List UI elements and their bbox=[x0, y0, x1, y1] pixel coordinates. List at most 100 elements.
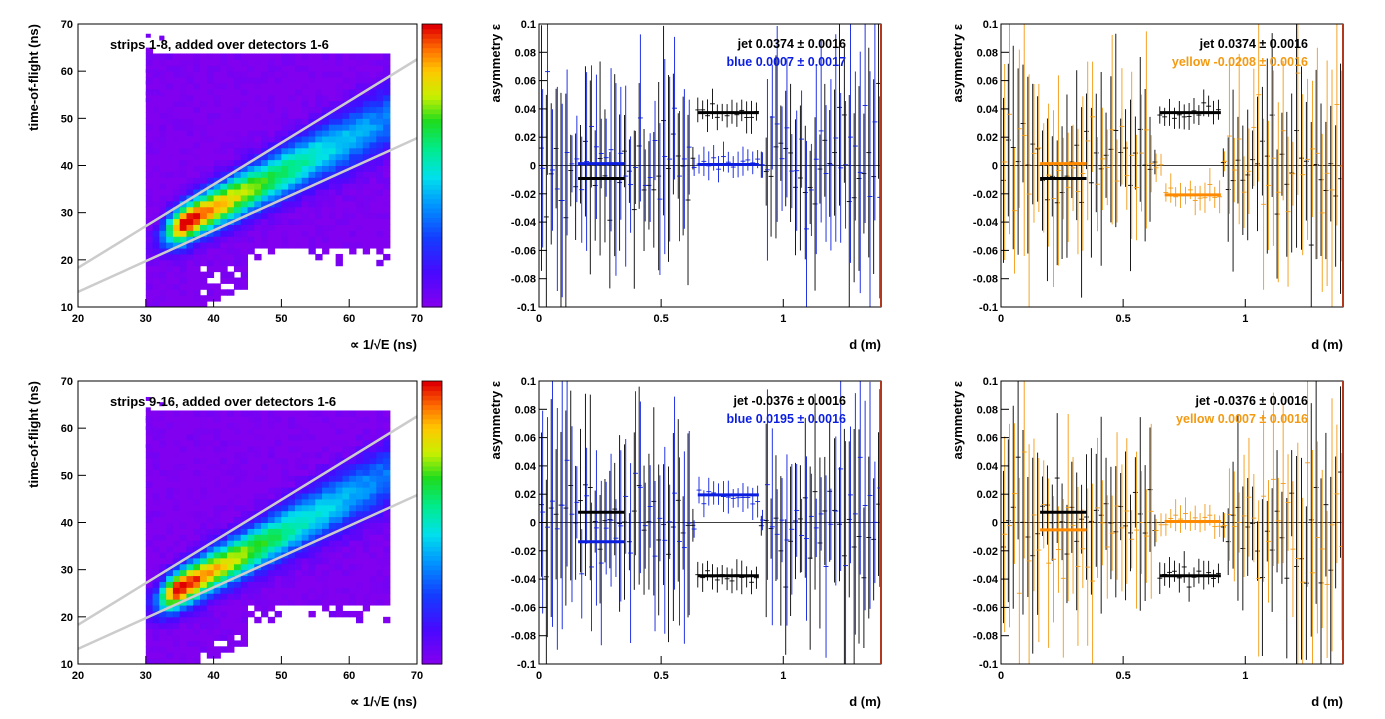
colorbar-step bbox=[422, 442, 442, 448]
heatmap-cell bbox=[159, 271, 167, 279]
heatmap-cell bbox=[145, 493, 154, 500]
heatmap-cell bbox=[186, 605, 194, 612]
heatmap-cell bbox=[254, 516, 262, 523]
heatmap-cell bbox=[308, 451, 316, 459]
heatmap-cell bbox=[152, 516, 160, 523]
heatmap-cell bbox=[281, 141, 289, 149]
heatmap-cell bbox=[152, 634, 160, 641]
colorbar-step bbox=[422, 635, 442, 642]
heatmap-cell bbox=[166, 652, 174, 659]
heatmap-cell bbox=[159, 640, 167, 647]
heatmap-cell bbox=[267, 516, 276, 523]
heatmap-cell bbox=[240, 224, 248, 231]
heatmap-cell bbox=[281, 451, 289, 459]
heatmap-cell bbox=[159, 540, 167, 547]
heatmap-cell bbox=[227, 569, 235, 577]
heatmap-cell bbox=[166, 253, 174, 261]
heatmap-cell bbox=[315, 106, 323, 113]
heatmap-cell bbox=[145, 80, 151, 85]
heatmap-cell bbox=[254, 422, 262, 429]
heatmap-cell bbox=[335, 106, 343, 113]
heatmap-cell bbox=[233, 177, 242, 184]
heatmap-cell bbox=[308, 159, 316, 166]
heatmap-cell bbox=[288, 522, 296, 529]
heatmap-cell bbox=[247, 428, 255, 435]
heatmap-cell bbox=[240, 528, 248, 535]
heatmap-cell bbox=[383, 230, 391, 237]
heatmap-cell bbox=[233, 445, 242, 453]
heatmap-cell bbox=[220, 546, 228, 553]
heatmap-cell bbox=[254, 59, 262, 66]
heatmap-cell bbox=[213, 605, 221, 612]
heatmap-cell bbox=[376, 428, 384, 435]
heatmap-cell bbox=[213, 136, 221, 143]
heatmap-cell bbox=[152, 540, 160, 547]
heatmap-cell bbox=[274, 575, 282, 582]
heatmap-cell bbox=[335, 439, 343, 447]
heatmap-cell bbox=[254, 498, 262, 506]
heatmap-cell bbox=[335, 522, 343, 529]
colorbar bbox=[421, 380, 443, 665]
heatmap-cell bbox=[267, 59, 276, 66]
colorbar-step bbox=[422, 212, 442, 218]
heatmap-cell bbox=[166, 434, 174, 441]
heatmap-cell bbox=[383, 469, 391, 476]
heatmap-cell bbox=[281, 230, 289, 237]
heatmap-cell bbox=[186, 283, 194, 290]
heatmap-cell bbox=[200, 153, 208, 161]
heatmap-cell bbox=[369, 434, 377, 441]
heatmap-cell bbox=[166, 230, 174, 237]
heatmap-cell bbox=[166, 575, 174, 582]
heatmap-cell bbox=[322, 189, 330, 196]
heatmap-cell bbox=[288, 434, 296, 441]
colorbar-step bbox=[422, 146, 442, 152]
heatmap-cell bbox=[145, 534, 154, 541]
heatmap-cell bbox=[152, 498, 160, 506]
heatmap-cell bbox=[308, 94, 316, 102]
heatmap-cell bbox=[328, 475, 337, 482]
heatmap-cell bbox=[206, 206, 215, 214]
colorbar-step bbox=[422, 593, 442, 599]
heatmap-cell bbox=[267, 141, 276, 149]
heatmap-cell bbox=[220, 82, 228, 90]
heatmap-cell bbox=[267, 581, 276, 588]
heatmap-cell bbox=[267, 445, 276, 453]
heatmap-cell bbox=[322, 581, 330, 588]
heatmap-cell bbox=[261, 94, 269, 102]
heatmap-cell bbox=[172, 253, 181, 261]
heatmap-cell bbox=[186, 141, 194, 149]
heatmap-cell bbox=[193, 493, 201, 500]
heatmap-cell bbox=[240, 534, 248, 541]
heatmap-cell bbox=[220, 136, 228, 143]
heatmap-cell bbox=[220, 194, 228, 202]
heatmap-cell bbox=[206, 628, 215, 636]
heatmap-cell bbox=[349, 200, 357, 208]
heatmap-cell bbox=[301, 469, 310, 476]
heatmap-cell bbox=[362, 434, 371, 441]
heatmap-cell bbox=[172, 271, 181, 279]
heatmap-cell bbox=[166, 610, 174, 618]
heatmap-cell bbox=[172, 283, 181, 290]
heatmap-cell bbox=[166, 124, 174, 131]
heatmap-cell bbox=[200, 481, 208, 488]
heatmap-cell bbox=[145, 77, 154, 84]
heatmap-cell bbox=[213, 265, 221, 273]
heatmap-cell bbox=[274, 230, 282, 237]
heatmap-cell bbox=[152, 230, 160, 237]
heatmap-cell bbox=[254, 522, 262, 529]
heatmap-cell bbox=[145, 33, 151, 38]
heatmap-cell bbox=[240, 177, 248, 184]
x-axis-label: d (m) bbox=[1311, 337, 1343, 352]
heatmap-cell bbox=[247, 153, 255, 161]
heatmap-cell bbox=[288, 242, 296, 249]
heatmap-cell bbox=[220, 259, 228, 267]
heatmap-cell bbox=[220, 593, 228, 600]
heatmap-cell bbox=[328, 481, 337, 488]
heatmap-cell bbox=[281, 557, 289, 565]
heatmap-cell bbox=[172, 510, 181, 518]
heatmap-cell bbox=[200, 516, 208, 523]
colorbar-step bbox=[422, 283, 442, 289]
heatmap-cell bbox=[186, 248, 194, 255]
heatmap-cell bbox=[342, 522, 350, 529]
heatmap-cell bbox=[294, 124, 303, 131]
